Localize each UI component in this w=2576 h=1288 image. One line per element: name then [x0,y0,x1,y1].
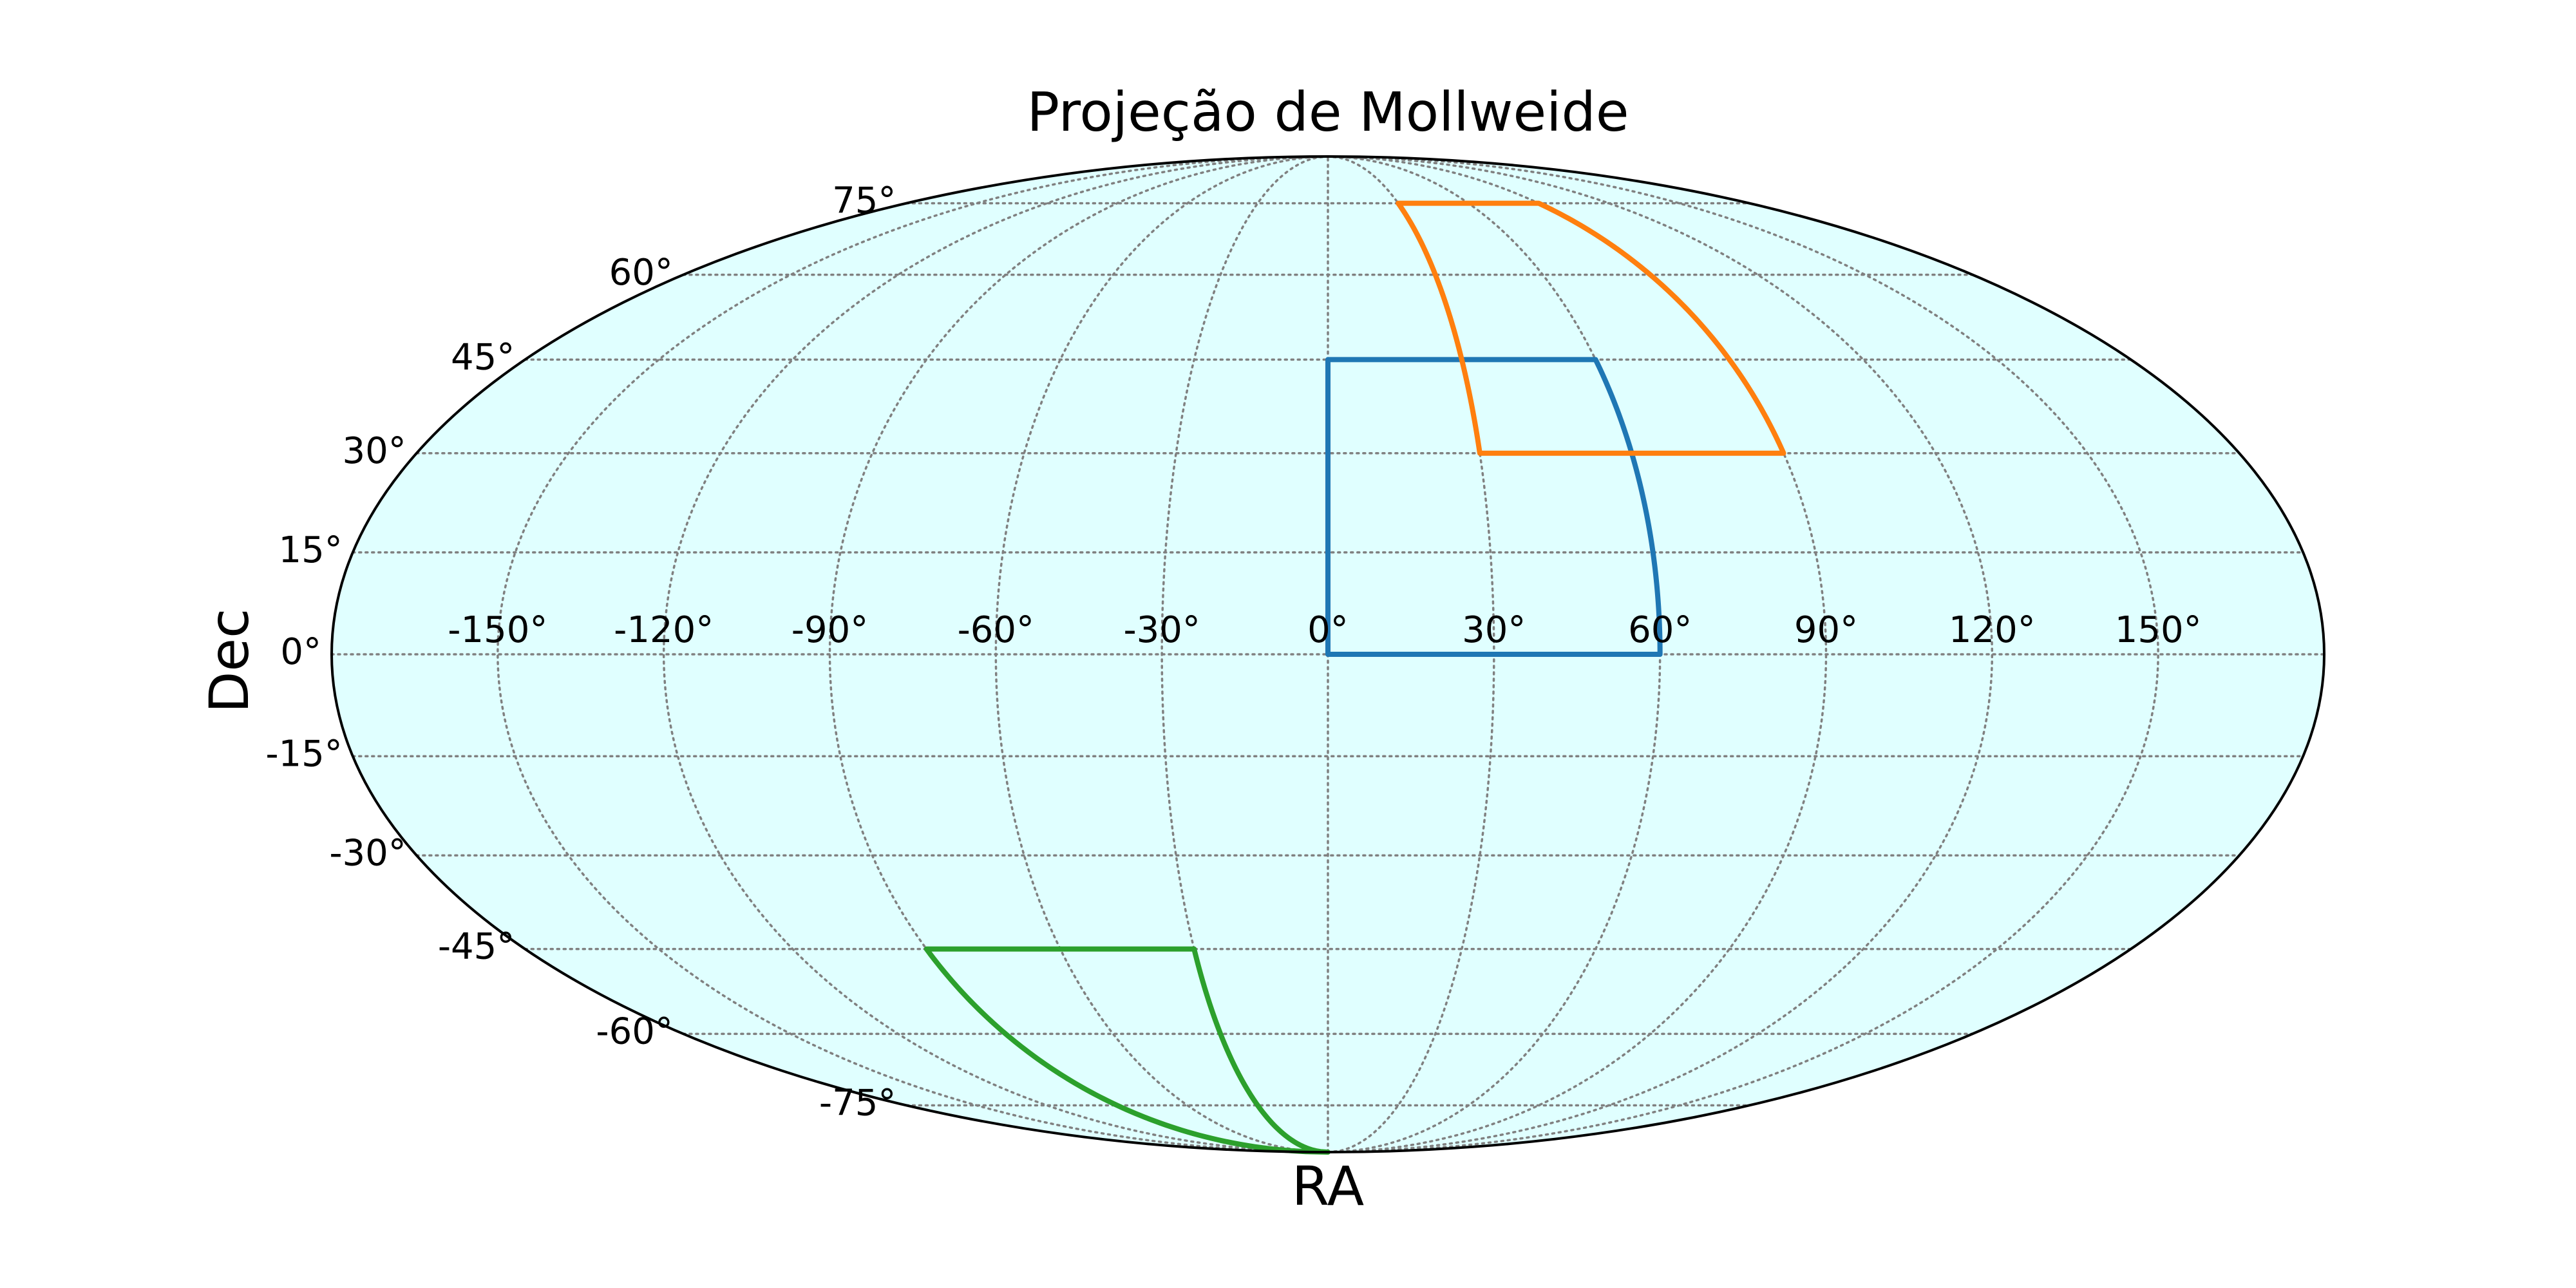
ra-tick-label: 0° [1307,609,1349,651]
meridian-line [1327,155,2159,1153]
dec-tick-label: 30° [343,430,406,472]
region-outline-1 [1325,357,1663,657]
dec-tick-label: -15° [265,733,342,775]
ra-tick-label: 90° [1794,609,1858,651]
dec-tick-label: -45° [438,926,515,968]
ra-tick-label: -150° [448,609,547,651]
ra-tick-label: -90° [791,609,868,651]
ra-tick-label: -60° [958,609,1034,651]
dec-tick-label: -75° [819,1083,896,1124]
map-boundary [330,155,2325,1153]
region-outline-2 [1396,200,1786,456]
meridian-line [497,155,1329,1153]
ra-tick-label: -30° [1123,609,1200,651]
ra-tick-label: -120° [614,609,714,651]
ra-tick-label: 120° [1949,609,2036,651]
dec-tick-label: 45° [451,337,515,379]
dec-tick-label: 15° [279,529,343,571]
dec-tick-label: 60° [609,252,673,294]
dec-tick-label: 75° [832,180,896,222]
ra-tick-label: 150° [2115,609,2202,651]
x-axis-label: RA [1292,1155,1364,1218]
ra-tick-label: 30° [1462,609,1526,651]
dec-tick-label: -60° [596,1010,672,1052]
region-outline-3 [923,946,1331,1155]
dec-tick-label: -30° [329,832,406,874]
y-axis-label: Dec [198,609,261,714]
ra-tick-label: 60° [1628,609,1692,651]
chart-title: Projeção de Mollweide [1027,80,1629,144]
dec-tick-label: 0° [280,631,321,673]
